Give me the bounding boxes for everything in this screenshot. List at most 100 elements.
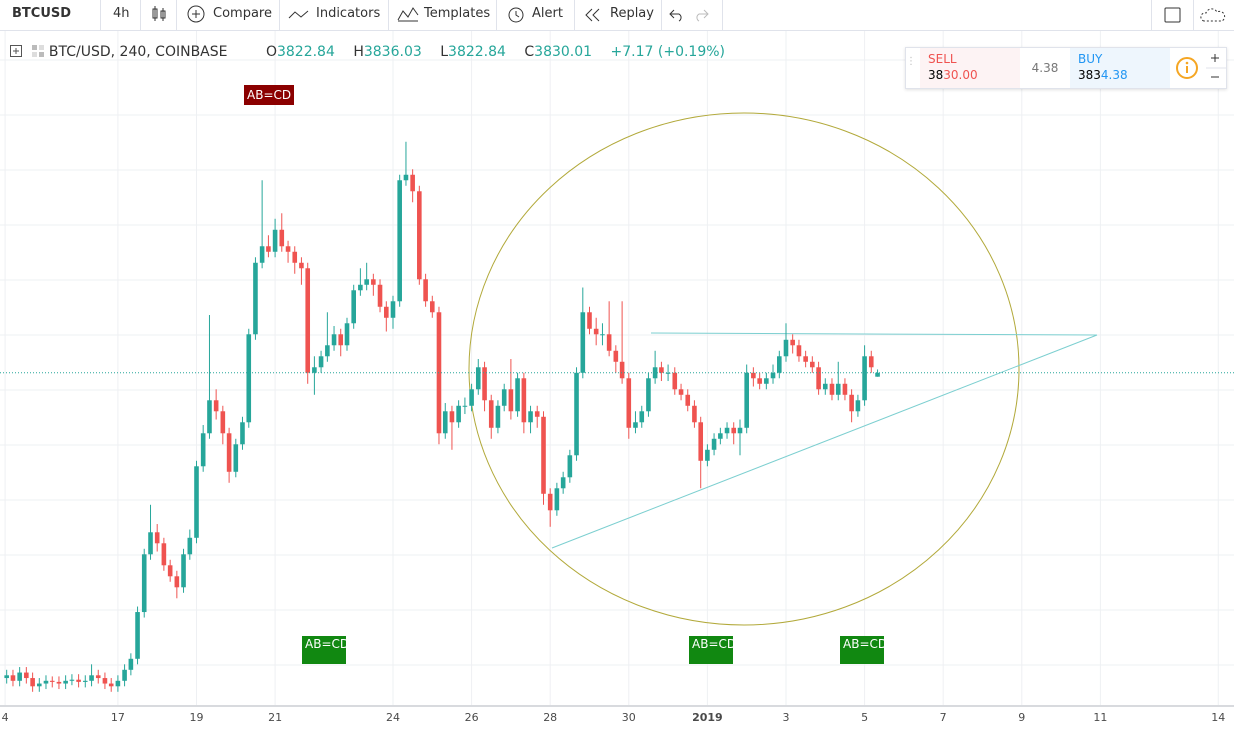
x-tick-label: 19 bbox=[189, 711, 203, 724]
candle-body bbox=[810, 361, 815, 368]
candle-body bbox=[338, 334, 344, 346]
interval-button[interactable]: 4h bbox=[113, 6, 130, 21]
candle-body bbox=[613, 350, 619, 362]
candle-body bbox=[122, 669, 127, 681]
candle-body bbox=[469, 389, 474, 406]
candle-body bbox=[705, 449, 710, 461]
candle-body bbox=[803, 356, 808, 362]
candle-body bbox=[718, 433, 723, 439]
quantity-buttons[interactable] bbox=[1206, 48, 1226, 88]
chart-style-icon[interactable] bbox=[150, 4, 168, 34]
candle-body bbox=[397, 180, 402, 302]
candle-body bbox=[279, 229, 285, 247]
candle-body bbox=[194, 466, 199, 538]
cloud-icon[interactable] bbox=[1200, 6, 1234, 36]
candle-body bbox=[534, 411, 540, 417]
candle-body bbox=[233, 444, 239, 472]
candle-body bbox=[377, 284, 383, 307]
undo-redo-icons[interactable] bbox=[669, 7, 709, 37]
legend-low: 3822.84 bbox=[448, 44, 506, 60]
candle-body bbox=[207, 400, 212, 434]
candle-body bbox=[69, 679, 75, 681]
legend: BTC/USD, 240, COINBASE O3822.84 H3836.03… bbox=[10, 44, 725, 60]
indicators-icon bbox=[288, 10, 309, 19]
candle-body bbox=[633, 422, 638, 428]
candle-body bbox=[541, 416, 546, 494]
candle-body bbox=[344, 323, 350, 346]
candle-body bbox=[449, 411, 455, 423]
candle-body bbox=[744, 372, 749, 428]
candle-body bbox=[560, 477, 566, 489]
compare-button[interactable]: Compare bbox=[213, 6, 272, 21]
candle-body bbox=[488, 400, 494, 428]
candle-body bbox=[567, 455, 573, 478]
candle-body bbox=[574, 372, 579, 456]
candle-body bbox=[312, 367, 317, 373]
pattern-label: AB=CD bbox=[840, 636, 887, 664]
candle-body bbox=[868, 356, 874, 368]
sell-price-tail: 30.00 bbox=[943, 68, 978, 82]
separator bbox=[1151, 0, 1152, 30]
x-tick-label: 26 bbox=[465, 711, 479, 724]
x-tick-label: 2019 bbox=[692, 711, 723, 724]
alert-button[interactable]: Alert bbox=[532, 6, 563, 21]
x-tick-label: 4 bbox=[2, 711, 9, 724]
templates-button[interactable]: Templates bbox=[424, 6, 491, 21]
legend-h-label: H bbox=[353, 44, 364, 60]
candle-body bbox=[456, 405, 461, 423]
candle-body bbox=[213, 400, 219, 412]
sell-button[interactable]: SELL 3830.00 bbox=[920, 48, 1020, 88]
candle-body bbox=[528, 411, 533, 423]
candle-body bbox=[410, 174, 415, 192]
x-tick-label: 14 bbox=[1211, 711, 1225, 724]
candle-body bbox=[783, 339, 789, 357]
candle-body bbox=[462, 405, 468, 407]
candle-body bbox=[678, 389, 684, 395]
buy-button[interactable]: BUY 3834.38 bbox=[1070, 48, 1170, 88]
separator bbox=[176, 0, 177, 30]
separator bbox=[661, 0, 662, 30]
drag-handle[interactable]: ⋮⋮ bbox=[906, 56, 926, 67]
candle-body bbox=[835, 383, 841, 395]
candle-body bbox=[220, 411, 226, 434]
alert-icon bbox=[508, 7, 524, 23]
indicators-button[interactable]: Indicators bbox=[316, 6, 381, 21]
candle-body bbox=[731, 427, 737, 434]
candle-body bbox=[665, 372, 671, 374]
fullscreen-icon[interactable] bbox=[1163, 6, 1183, 36]
candle-body bbox=[587, 312, 592, 329]
candle-body bbox=[4, 675, 9, 679]
candle-body bbox=[128, 658, 134, 670]
circle-drawing bbox=[468, 112, 1020, 626]
x-tick-label: 17 bbox=[111, 711, 125, 724]
legend-open: 3822.84 bbox=[276, 44, 335, 60]
buy-price-tail: 4.38 bbox=[1100, 68, 1128, 82]
candle-body bbox=[17, 672, 22, 681]
candle-body bbox=[855, 400, 861, 412]
candle-body bbox=[777, 356, 782, 373]
replay-button[interactable]: Replay bbox=[610, 6, 654, 21]
info-icon[interactable] bbox=[1176, 57, 1200, 97]
candle-body bbox=[89, 675, 94, 681]
candle-body bbox=[384, 306, 389, 318]
candle-body bbox=[43, 680, 49, 684]
candle-body bbox=[580, 312, 586, 373]
candle-body bbox=[364, 279, 369, 285]
separator bbox=[388, 0, 389, 30]
pattern-label: AB=CD bbox=[689, 636, 736, 664]
candle-body bbox=[115, 680, 121, 687]
candle-body bbox=[849, 394, 854, 412]
candle-body bbox=[417, 191, 422, 280]
legend-high: 3836.03 bbox=[363, 44, 422, 60]
candle-body bbox=[299, 262, 304, 269]
candle-body bbox=[24, 672, 29, 679]
symbol-button[interactable]: BTCUSD bbox=[12, 6, 72, 21]
candle-body bbox=[600, 334, 605, 336]
candle-body bbox=[148, 532, 153, 555]
pattern-label: AB=CD bbox=[244, 85, 295, 105]
expand-icon[interactable] bbox=[10, 45, 22, 57]
x-tick-label: 30 bbox=[622, 711, 636, 724]
candle-body bbox=[76, 679, 81, 682]
